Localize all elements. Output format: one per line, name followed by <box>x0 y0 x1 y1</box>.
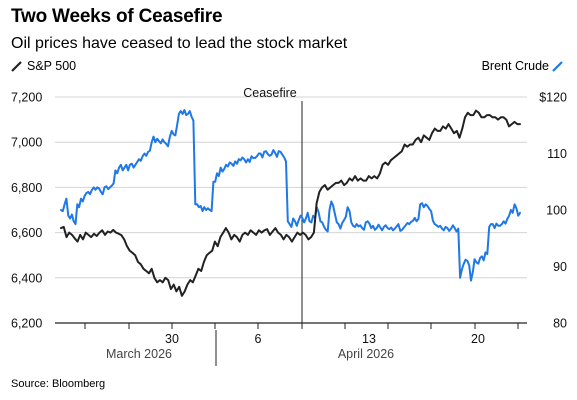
ceasefire-label: Ceasefire <box>243 86 297 100</box>
x-month-label: April 2026 <box>338 347 394 361</box>
legend-sp500: S&P 500 <box>11 59 76 73</box>
x-axis: 30 6 13 20 March 2026 April 2026 <box>84 323 519 366</box>
source-note: Source: Bloomberg <box>11 378 106 390</box>
left-tick-label: 6,600 <box>11 226 42 240</box>
legend-sp500-label: S&P 500 <box>27 59 77 73</box>
right-tick-label: 110 <box>547 147 567 161</box>
right-tick-label: 80 <box>553 317 567 331</box>
left-tick-label: 6,800 <box>11 181 42 195</box>
left-tick-label: 6,200 <box>11 317 42 331</box>
x-tick-label: 6 <box>255 332 262 346</box>
right-tick-label: $120 <box>539 91 567 105</box>
brent-crude-line <box>60 109 521 282</box>
left-axis-ticks: 6,200 6,400 6,600 6,800 7,000 7,200 <box>11 91 42 331</box>
left-tick-label: 6,400 <box>11 271 42 285</box>
legend-brent-label: Brent Crude <box>481 59 549 73</box>
legend-brent: Brent Crude <box>482 59 566 73</box>
x-tick-label: 30 <box>165 332 179 346</box>
gridlines <box>55 96 527 324</box>
legend-brent-swatch <box>552 61 563 72</box>
chart-subtitle: Oil prices have ceased to lead the stock… <box>11 35 348 52</box>
right-axis-ticks: 80 90 100 110 $120 <box>539 91 567 331</box>
right-tick-label: 90 <box>553 260 567 274</box>
chart-title: Two Weeks of Ceasefire <box>11 6 223 27</box>
x-month-label: March 2026 <box>106 347 172 361</box>
sp500-line <box>60 109 521 297</box>
series-lines <box>60 109 521 297</box>
legend-sp500-swatch <box>11 61 22 72</box>
left-tick-label: 7,200 <box>11 91 42 105</box>
right-tick-label: 100 <box>546 204 567 218</box>
left-tick-label: 7,000 <box>11 136 42 150</box>
x-tick-label: 20 <box>471 332 485 346</box>
x-tick-label: 13 <box>362 332 376 346</box>
